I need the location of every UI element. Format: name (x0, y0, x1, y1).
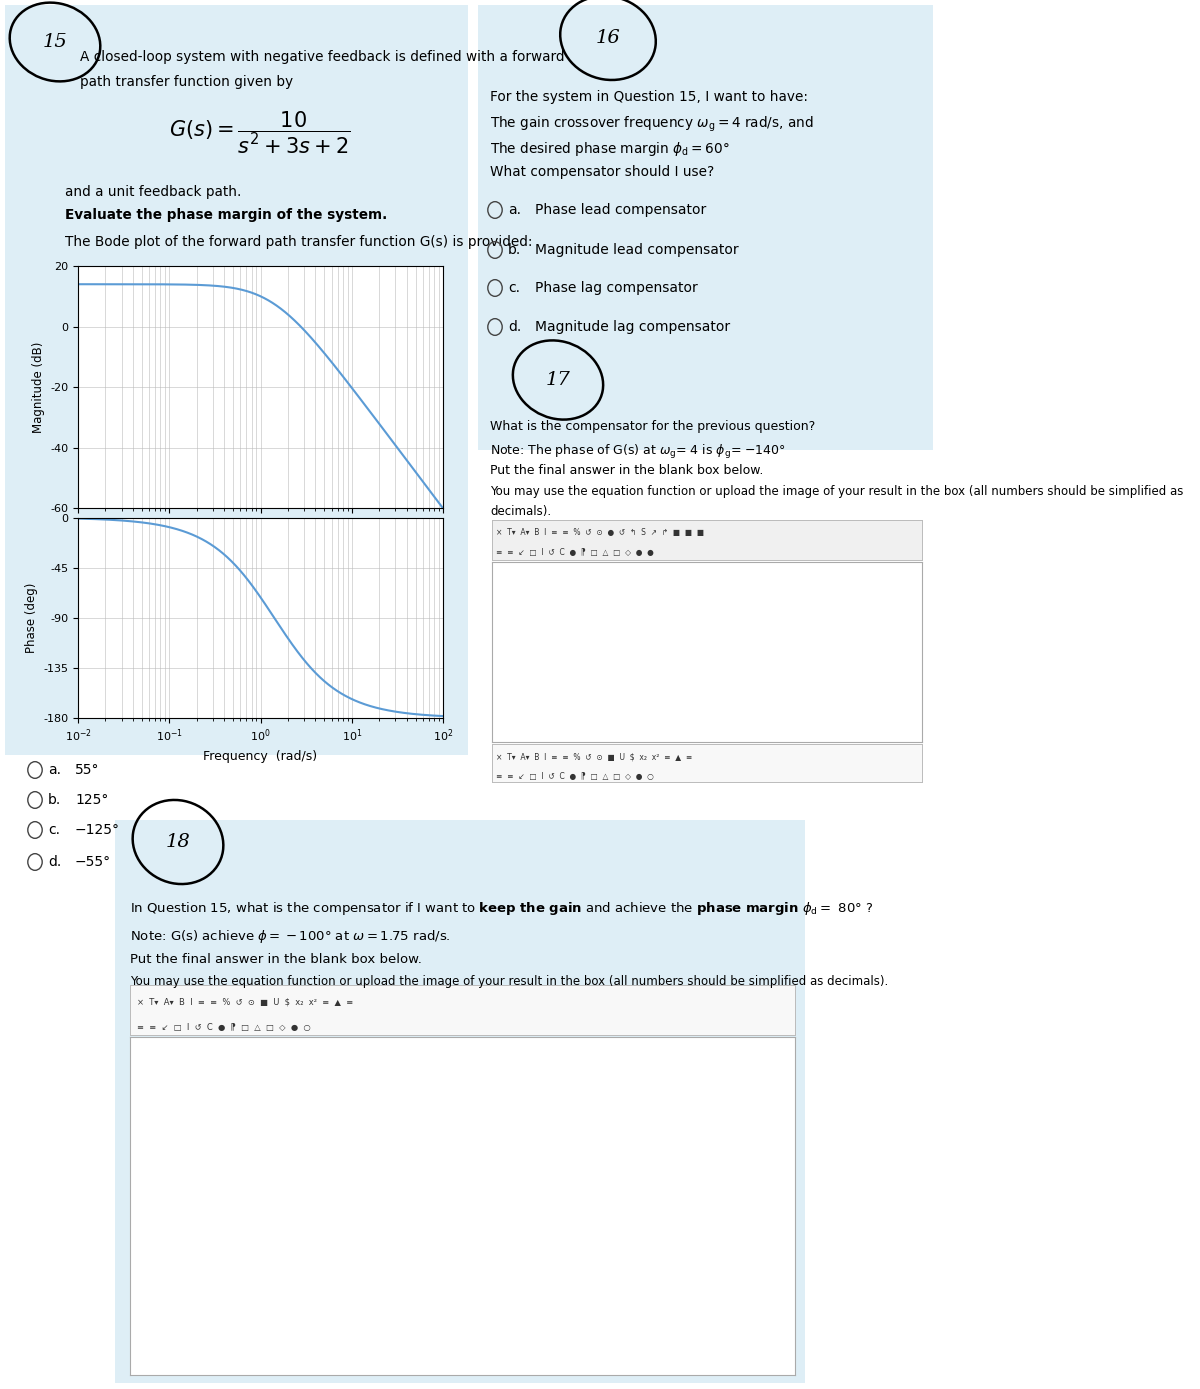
Text: −55°: −55° (74, 856, 112, 870)
Text: path transfer function given by: path transfer function given by (80, 75, 293, 89)
Text: b.: b. (48, 793, 61, 807)
Text: a.: a. (48, 763, 61, 776)
Text: and a unit feedback path.: and a unit feedback path. (65, 185, 241, 199)
Text: 17: 17 (546, 371, 570, 389)
Text: Evaluate the phase margin of the system.: Evaluate the phase margin of the system. (65, 208, 388, 222)
Text: 18: 18 (166, 833, 191, 851)
Text: 125°: 125° (74, 793, 108, 807)
Text: You may use the equation function or upload the image of your result in the box : You may use the equation function or upl… (490, 485, 1183, 499)
Text: What compensator should I use?: What compensator should I use? (490, 165, 714, 179)
Text: Put the final answer in the blank box below.: Put the final answer in the blank box be… (130, 953, 422, 965)
Text: A closed-loop system with negative feedback is defined with a forward: A closed-loop system with negative feedb… (80, 50, 564, 64)
Text: The Bode plot of the forward path transfer function G(s) is provided:: The Bode plot of the forward path transf… (65, 235, 533, 249)
Y-axis label: Magnitude (dB): Magnitude (dB) (31, 342, 44, 433)
Text: d.: d. (48, 856, 61, 870)
Text: Note: G(s) achieve $\phi = -100°$ at $\omega = 1.75$ rad/s.: Note: G(s) achieve $\phi = -100°$ at $\o… (130, 928, 451, 945)
Text: ×  T▾  A▾  B  I  ≡  ≡  %  ↺  ⊙  ●  ↺  ↰  S  ↗  ↱  ■  ■  ■: × T▾ A▾ B I ≡ ≡ % ↺ ⊙ ● ↺ ↰ S ↗ ↱ ■ ■ ■ (497, 528, 704, 536)
Text: Phase lag compensator: Phase lag compensator (535, 281, 697, 294)
Text: The gain crossover frequency $\omega_\mathrm{g} = 4$ rad/s, and: The gain crossover frequency $\omega_\ma… (490, 115, 814, 135)
Text: The desired phase margin $\phi_\mathrm{d} = 60°$: The desired phase margin $\phi_\mathrm{d… (490, 140, 730, 158)
Text: b.: b. (508, 243, 521, 257)
Text: For the system in Question 15, I want to have:: For the system in Question 15, I want to… (490, 90, 808, 104)
Text: Magnitude lag compensator: Magnitude lag compensator (535, 319, 730, 333)
Text: ≡  ≡  ↙  □  I  ↺  C  ●  ⁋  □  △  □  ◇  ●  ○: ≡ ≡ ↙ □ I ↺ C ● ⁋ □ △ □ ◇ ● ○ (497, 772, 654, 781)
Text: ≡  ≡  ↙  □  I  ↺  C  ●  ⁋  □  △  □  ◇  ●  ○: ≡ ≡ ↙ □ I ↺ C ● ⁋ □ △ □ ◇ ● ○ (137, 1024, 311, 1032)
Text: Phase lead compensator: Phase lead compensator (535, 203, 707, 217)
Text: ×  T▾  A▾  B  I  ≡  ≡  %  ↺  ⊙  ■  U  $  x₂  x²  ≡  ▲  ≡: × T▾ A▾ B I ≡ ≡ % ↺ ⊙ ■ U $ x₂ x² ≡ ▲ ≡ (137, 999, 353, 1007)
Text: 55°: 55° (74, 763, 100, 776)
Text: ≡  ≡  ↙  □  I  ↺  C  ●  ⁋  □  △  □  ◇  ●  ●: ≡ ≡ ↙ □ I ↺ C ● ⁋ □ △ □ ◇ ● ● (497, 547, 654, 557)
Text: Put the final answer in the blank box below.: Put the final answer in the blank box be… (490, 464, 763, 476)
Text: $\mathit{G}(s) = \dfrac{10}{s^2 + 3s + 2}$: $\mathit{G}(s) = \dfrac{10}{s^2 + 3s + 2… (169, 110, 350, 156)
Text: ×  T▾  A▾  B  I  ≡  ≡  %  ↺  ⊙  ■  U  $  x₂  x²  ≡  ▲  ≡: × T▾ A▾ B I ≡ ≡ % ↺ ⊙ ■ U $ x₂ x² ≡ ▲ ≡ (497, 753, 692, 761)
Text: decimals).: decimals). (490, 506, 551, 518)
Text: In Question 15, what is the compensator if I want to $\bf{keep\ the\ gain}$ and : In Question 15, what is the compensator … (130, 900, 874, 917)
Text: What is the compensator for the previous question?: What is the compensator for the previous… (490, 419, 815, 433)
Text: d.: d. (508, 319, 521, 333)
Text: −125°: −125° (74, 824, 120, 838)
Text: Magnitude lead compensator: Magnitude lead compensator (535, 243, 739, 257)
Text: c.: c. (48, 824, 60, 838)
Y-axis label: Phase (deg): Phase (deg) (24, 582, 37, 653)
Text: c.: c. (508, 281, 520, 294)
X-axis label: Frequency  (rad/s): Frequency (rad/s) (204, 750, 318, 763)
Text: 15: 15 (43, 33, 67, 51)
Text: 16: 16 (595, 29, 620, 47)
Text: You may use the equation function or upload the image of your result in the box : You may use the equation function or upl… (130, 975, 888, 988)
Text: Note: The phase of G(s) at $\omega_\mathrm{g}$= 4 is $\phi_\mathrm{g}$= $-140°$: Note: The phase of G(s) at $\omega_\math… (490, 443, 786, 461)
Text: a.: a. (508, 203, 521, 217)
